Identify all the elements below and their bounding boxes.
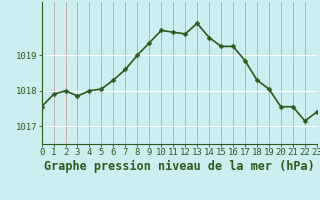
X-axis label: Graphe pression niveau de la mer (hPa): Graphe pression niveau de la mer (hPa) <box>44 160 315 173</box>
